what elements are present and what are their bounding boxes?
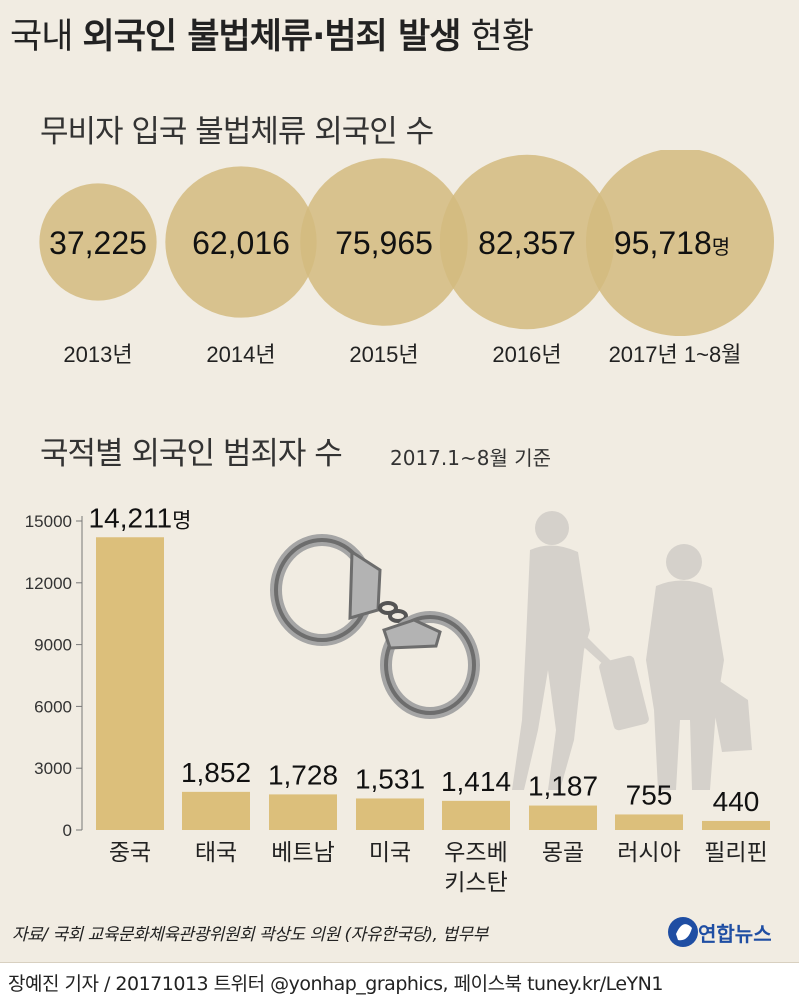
travelers-silhouette-illustration [512, 511, 752, 790]
y-tick-label: 6000 [34, 697, 72, 716]
bar-value-label: 1,531 [355, 763, 425, 794]
bar-category-label: 태국 [195, 839, 237, 865]
yonhap-logo [668, 917, 698, 947]
bar-category-label: 러시아 [617, 839, 680, 865]
bar-category-label: 키스탄 [444, 869, 507, 895]
globe-swoosh-icon [676, 924, 692, 941]
bubble-group [39, 150, 774, 336]
bubble-value-label: 37,225 [49, 225, 147, 261]
bar-category-label: 베트남 [271, 839, 334, 865]
traveler-bag-silhouette-icon [646, 544, 752, 790]
y-tick-label: 9000 [34, 636, 72, 655]
bar-value-label: 1,414 [441, 766, 511, 797]
bar-value-label: 1,187 [528, 771, 598, 802]
bubble-value-label: 75,965 [335, 225, 433, 261]
bar-value-label: 1,852 [181, 757, 251, 788]
bar-chart: 15000 12000 9000 6000 3000 0 14,211명 1,852 1,728… [25, 502, 770, 895]
y-tick-label: 12000 [25, 574, 72, 593]
bubble-value-label: 82,357 [478, 225, 576, 261]
bar-7 [615, 814, 683, 830]
bubble-category-label: 2015년 [349, 342, 418, 367]
bar-category-label: 우즈베 [444, 839, 507, 865]
bubble-3 [300, 158, 468, 326]
source-note: 자료/ 국회 교육문화체육관광위원회 곽상도 의원 (자유한국당), 법무부 [12, 925, 488, 945]
bubble-section-title: 무비자 입국 불법체류 외국인 수 [40, 114, 434, 150]
bubble-unit: 명 [712, 236, 730, 259]
bubble-2 [165, 166, 317, 318]
bubble-category-label: 2013년 [63, 342, 132, 367]
bar-value-label: 14,211명 [89, 502, 192, 533]
bar-unit: 명 [172, 509, 191, 532]
bar-category-label: 필리핀 [704, 839, 767, 865]
bubble-value-label: 62,016 [192, 225, 290, 261]
title-post: 현황 [460, 17, 534, 57]
handcuffs-illustration [270, 534, 480, 719]
bubble-chart: 37,225 62,016 75,965 82,357 95,718명 2013년 2014… [39, 150, 774, 367]
bar-2 [182, 791, 250, 830]
bubble-category-label: 2014년 [206, 342, 275, 367]
footer-bar [0, 962, 799, 1001]
logo-text: 연합뉴스 [698, 922, 772, 946]
bar-section-subtitle: 2017.1~8월 기준 [390, 446, 552, 470]
credit-line: 장예진 기자 / 20171013 트위터 @yonhap_graphics, … [8, 973, 663, 995]
bubble-value-label: 95,718명 [614, 225, 730, 261]
bar-value-label: 1,728 [268, 759, 338, 790]
handcuff-chain-icon [378, 601, 408, 623]
bar-value-label: 440 [713, 786, 760, 817]
bar-4 [356, 798, 424, 830]
traveler-phone-silhouette-icon [512, 511, 649, 790]
bar-8 [702, 820, 770, 830]
bar-5 [442, 800, 510, 830]
bar-6 [529, 805, 597, 830]
bubble-5 [586, 150, 774, 336]
y-tick-label: 0 [63, 821, 72, 840]
bar-3 [269, 794, 337, 830]
handcuff-right-icon [380, 611, 480, 719]
bar-category-label: 미국 [369, 839, 411, 865]
bar-1 [96, 537, 164, 830]
bar-category-label: 중국 [109, 839, 151, 865]
main-title: 국내 외국인 불법체류·범죄 발생 현황 [10, 8, 534, 59]
bubble-category-label: 2017년 1~8월 [609, 342, 742, 367]
y-tick-label: 15000 [25, 512, 72, 531]
title-pre: 국내 [10, 17, 83, 57]
bubble-category-label: 2016년 [492, 342, 561, 367]
title-bold: 외국인 불법체류·범죄 발생 [82, 17, 462, 57]
handcuff-left-icon [270, 534, 382, 646]
bubble-4 [439, 154, 615, 330]
y-tick-label: 3000 [34, 759, 72, 778]
bar-value-label: 755 [626, 779, 673, 810]
bar-category-label: 몽골 [542, 839, 584, 865]
bar-section-title: 국적별 외국인 범죄자 수 [40, 436, 343, 472]
bubble-1 [39, 183, 157, 301]
